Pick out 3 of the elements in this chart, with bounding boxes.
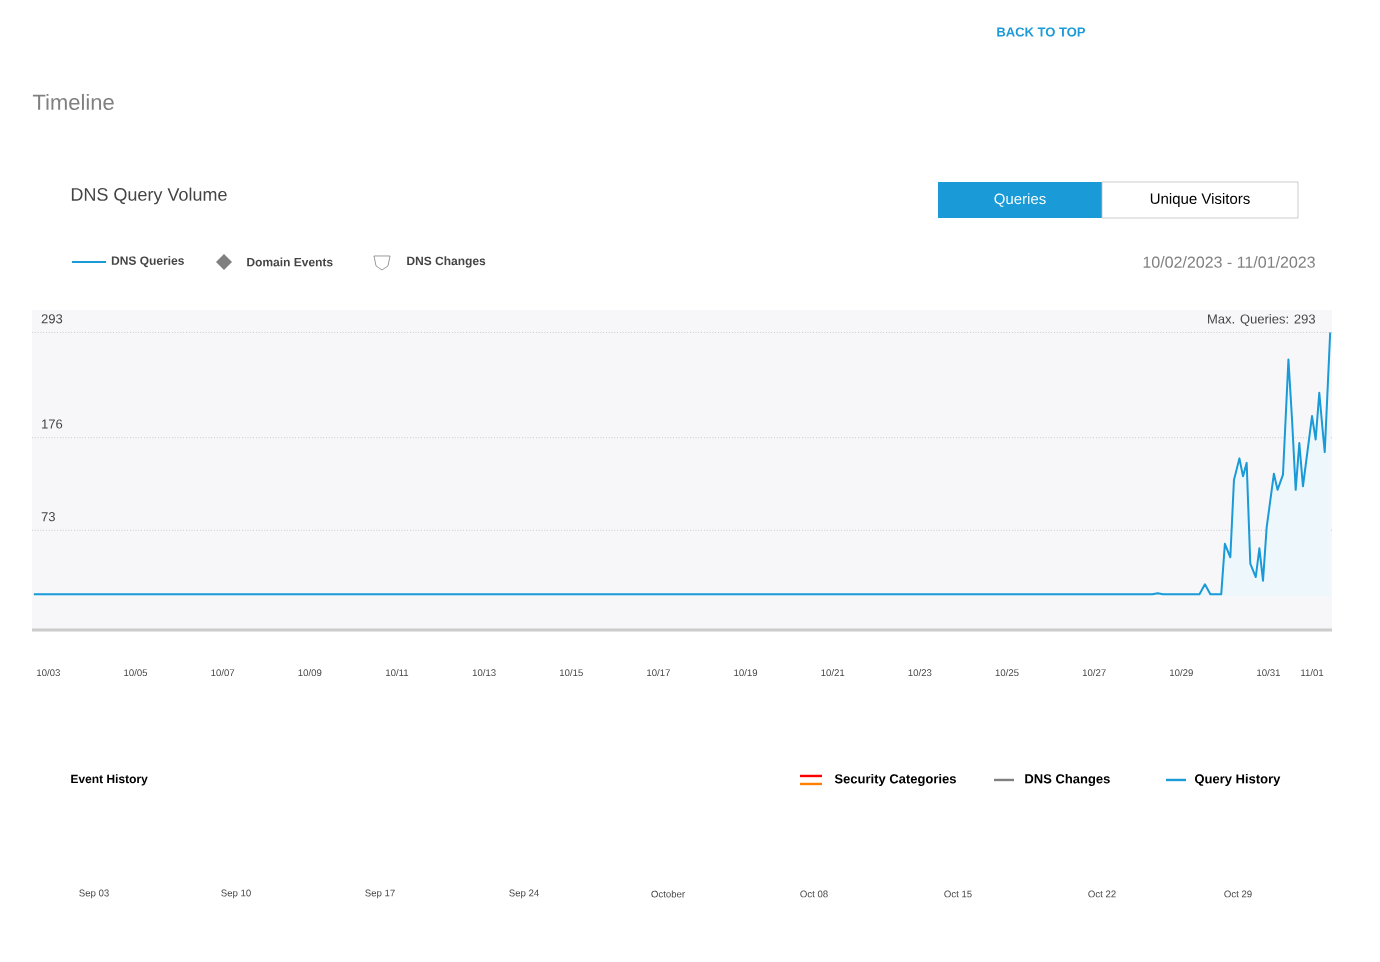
text: 10/02/2023 - 11/01/2023 xyxy=(1143,256,1315,268)
text: Timeline xyxy=(32,93,114,111)
chart-title: DNS Query Volume xyxy=(71,187,227,205)
